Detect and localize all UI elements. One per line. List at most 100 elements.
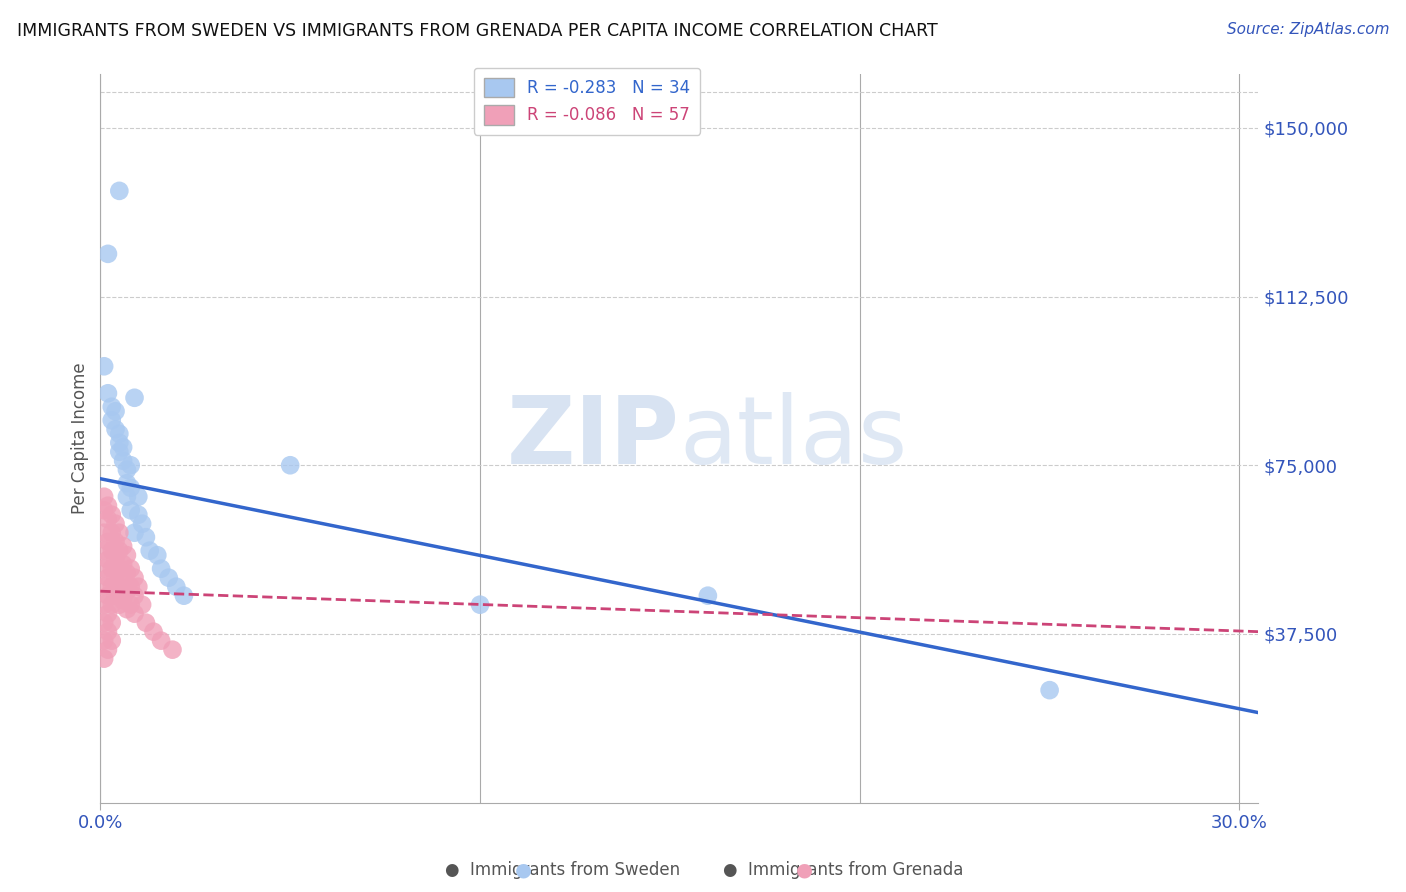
Point (97, 534, 120, 549)
Point (138, 543, 160, 558)
Point (93, 562, 115, 576)
Point (108, 598, 131, 612)
Point (112, 558, 135, 572)
Point (112, 539, 135, 553)
Point (1039, 683, 1062, 698)
Point (127, 490, 149, 504)
Point (97, 499, 120, 513)
Point (120, 458, 142, 473)
Point (124, 391, 146, 405)
Point (100, 598, 122, 612)
Point (100, 508, 122, 522)
Point (93, 543, 115, 558)
Point (124, 589, 146, 603)
Point (93, 503, 115, 517)
Point (115, 602, 138, 616)
Point (115, 548, 138, 562)
Point (165, 580, 187, 594)
Point (115, 584, 138, 599)
Point (135, 615, 157, 630)
Point (124, 607, 146, 621)
Point (93, 615, 115, 630)
Point (97, 386, 120, 401)
Point (108, 562, 131, 576)
Point (108, 580, 131, 594)
Point (108, 435, 131, 450)
Point (120, 503, 142, 517)
Text: Source: ZipAtlas.com: Source: ZipAtlas.com (1226, 22, 1389, 37)
Point (93, 580, 115, 594)
Point (142, 624, 165, 639)
Text: atlas: atlas (679, 392, 908, 484)
Point (100, 580, 122, 594)
Point (104, 404, 127, 418)
Point (112, 575, 135, 590)
Point (108, 444, 131, 458)
Point (120, 481, 142, 495)
Point (115, 463, 138, 477)
Point (104, 589, 127, 603)
Text: ●: ● (796, 860, 813, 880)
Point (157, 571, 180, 585)
Point (150, 633, 173, 648)
Point (93, 359, 115, 374)
Text: ●: ● (515, 860, 531, 880)
Point (108, 543, 131, 558)
Point (104, 516, 127, 531)
Point (104, 534, 127, 549)
Point (124, 571, 146, 585)
Point (104, 552, 127, 566)
Point (97, 624, 120, 639)
Point (93, 633, 115, 648)
Y-axis label: Per Capita Income: Per Capita Income (72, 362, 89, 514)
Point (104, 571, 127, 585)
Text: ●  Immigrants from Grenada: ● Immigrants from Grenada (724, 861, 963, 879)
Point (112, 454, 135, 468)
Point (104, 422, 127, 436)
Point (97, 607, 120, 621)
Point (97, 642, 120, 657)
Point (120, 580, 142, 594)
Point (100, 400, 122, 414)
Point (150, 562, 173, 576)
Point (127, 580, 149, 594)
Point (93, 490, 115, 504)
Point (146, 548, 169, 562)
Point (162, 642, 184, 657)
Point (468, 598, 491, 612)
Point (100, 615, 122, 630)
Point (108, 184, 131, 198)
Point (100, 413, 122, 427)
Point (131, 516, 153, 531)
Point (93, 651, 115, 665)
Point (97, 512, 120, 526)
Point (127, 508, 149, 522)
Legend: R = -0.283   N = 34, R = -0.086   N = 57: R = -0.283 N = 34, R = -0.086 N = 57 (474, 68, 700, 135)
Point (120, 598, 142, 612)
Text: IMMIGRANTS FROM SWEDEN VS IMMIGRANTS FROM GRENADA PER CAPITA INCOME CORRELATION : IMMIGRANTS FROM SWEDEN VS IMMIGRANTS FRO… (17, 22, 938, 40)
Point (696, 589, 718, 603)
Point (112, 593, 135, 607)
Point (100, 525, 122, 540)
Point (97, 589, 120, 603)
Point (135, 530, 157, 544)
Point (108, 426, 131, 441)
Point (278, 458, 301, 473)
Point (100, 543, 122, 558)
Point (124, 525, 146, 540)
Point (120, 562, 142, 576)
Point (173, 589, 195, 603)
Point (131, 598, 153, 612)
Point (93, 598, 115, 612)
Point (115, 490, 138, 504)
Text: ●  Immigrants from Sweden: ● Immigrants from Sweden (444, 861, 681, 879)
Point (97, 247, 120, 261)
Point (100, 633, 122, 648)
Point (100, 562, 122, 576)
Point (115, 476, 138, 491)
Point (108, 525, 131, 540)
Point (97, 552, 120, 566)
Point (97, 571, 120, 585)
Point (115, 566, 138, 581)
Text: ZIP: ZIP (506, 392, 679, 484)
